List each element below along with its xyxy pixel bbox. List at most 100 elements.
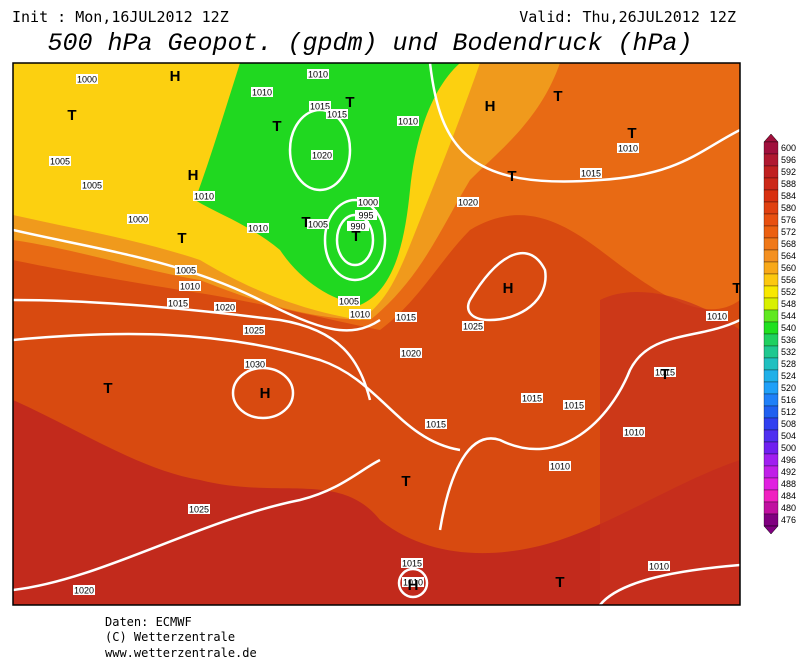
colorbar-swatch xyxy=(763,249,779,263)
colorbar-label: 556 xyxy=(781,275,796,285)
pressure-center: H xyxy=(260,385,271,402)
isobar-label-bg xyxy=(167,298,189,308)
isobar xyxy=(466,252,547,322)
colorbar-label: 580 xyxy=(781,203,796,213)
colorbar-swatch xyxy=(763,429,779,443)
isobar-label-bg xyxy=(243,325,265,335)
isobar-label-bg xyxy=(76,74,98,84)
isobar-label-bg xyxy=(311,150,333,160)
colorbar-swatch xyxy=(763,417,779,431)
pressure-center: T xyxy=(103,380,112,397)
isobar-label: 1005 xyxy=(82,181,102,191)
pressure-center: T xyxy=(627,125,636,142)
isobar-label: 1010 xyxy=(550,462,570,472)
pressure-center: T xyxy=(351,228,360,245)
isobar-label-bg xyxy=(244,359,266,369)
colorbar-cap xyxy=(763,133,779,143)
colorbar-label: 532 xyxy=(781,347,796,357)
colorbar-swatch xyxy=(763,177,779,191)
isobar xyxy=(323,198,387,282)
valid-time: Valid: Thu,26JUL2012 12Z xyxy=(519,8,736,26)
isobar-label-bg xyxy=(175,265,197,275)
isobar-label: 1010 xyxy=(252,88,272,98)
pressure-center: T xyxy=(301,214,310,231)
isobar-label-bg xyxy=(617,143,639,153)
isobar-label: 1005 xyxy=(50,157,70,167)
isobar-label: 1020 xyxy=(215,303,235,313)
colorbar-label: 568 xyxy=(781,239,796,249)
isobar-label: 1030 xyxy=(245,360,265,370)
colorbar-label: 584 xyxy=(781,191,796,201)
colorbar-swatch xyxy=(763,297,779,311)
isobar-label: 1020 xyxy=(74,586,94,596)
pressure-center: H xyxy=(170,68,181,85)
isobar-label: 1010 xyxy=(308,70,328,80)
colorbar-swatch xyxy=(763,153,779,167)
colorbar-label: 536 xyxy=(781,335,796,345)
footer-line: www.wetterzentrale.de xyxy=(105,646,257,660)
colorbar-label: 484 xyxy=(781,491,796,501)
isobar-label: 1025 xyxy=(463,322,483,332)
colorbar-label: 552 xyxy=(781,287,796,297)
colorbar-swatch xyxy=(763,381,779,395)
isobar-label-bg xyxy=(347,221,369,231)
isobar-label: 1025 xyxy=(189,505,209,515)
isobar-label: 1005 xyxy=(339,297,359,307)
isobar-label-bg xyxy=(81,180,103,190)
isobar-label: 1015 xyxy=(564,401,584,411)
isobar-label: 1020 xyxy=(312,151,332,161)
pressure-center: T xyxy=(660,366,669,383)
isobar-label: 1000 xyxy=(358,198,378,208)
isobar-label: 1010 xyxy=(403,578,423,588)
isobar-label-bg xyxy=(326,109,348,119)
isobar-label-bg xyxy=(355,210,377,220)
map-field: 1000 1010 1010 1015 1015 1010 1010 1005 1005 1020… xyxy=(13,63,741,605)
isobar-label-bg xyxy=(401,558,423,568)
isobar-label-bg xyxy=(706,311,728,321)
isobar-label-bg xyxy=(397,116,419,126)
isobar-label-bg xyxy=(521,393,543,403)
colorbar-swatch xyxy=(763,141,779,155)
isobar-label-bg xyxy=(462,321,484,331)
isobar-label: 1000 xyxy=(77,75,97,85)
isobar-label: 1010 xyxy=(194,192,214,202)
colorbar-label: 480 xyxy=(781,503,796,513)
isobar-label: 1015 xyxy=(168,299,188,309)
isobar-label-bg xyxy=(648,561,670,571)
colorbar-swatch xyxy=(763,201,779,215)
colorbar-label: 600 xyxy=(781,143,796,153)
colorbar-label: 544 xyxy=(781,311,796,321)
colorbar-swatch xyxy=(763,357,779,371)
init-time: Init : Mon,16JUL2012 12Z xyxy=(12,8,229,26)
isobar-label-bg xyxy=(49,156,71,166)
pressure-center: T xyxy=(401,473,410,490)
colorbar-swatch xyxy=(763,273,779,287)
isobar-label-bg xyxy=(307,219,329,229)
isobar-label-bg xyxy=(357,197,379,207)
isobar-label-bg xyxy=(127,214,149,224)
colorbar-label: 548 xyxy=(781,299,796,309)
isobar-label-bg xyxy=(654,367,676,377)
isobar-label-bg xyxy=(307,69,329,79)
isobar-label-bg xyxy=(193,191,215,201)
isobar-label: 1015 xyxy=(402,559,422,569)
colorbar-swatch xyxy=(763,333,779,347)
isobar-label: 1010 xyxy=(248,224,268,234)
colorbar-label: 592 xyxy=(781,167,796,177)
isobar-label-bg xyxy=(563,400,585,410)
colorbar-swatch xyxy=(763,261,779,275)
isobar-label-bg xyxy=(338,296,360,306)
colorbar-label: 520 xyxy=(781,383,796,393)
isobar-label: 1015 xyxy=(522,394,542,404)
isobar-label: 1010 xyxy=(398,117,418,127)
isobar-label: 1015 xyxy=(655,368,675,378)
isobar xyxy=(13,228,381,332)
isobar xyxy=(428,63,740,183)
pressure-center: T xyxy=(732,280,741,297)
colorbar-cap xyxy=(763,525,779,535)
colorbar-label: 496 xyxy=(781,455,796,465)
colorbar-label: 492 xyxy=(781,467,796,477)
colorbar-swatch xyxy=(763,321,779,335)
colorbar-label: 516 xyxy=(781,395,796,405)
